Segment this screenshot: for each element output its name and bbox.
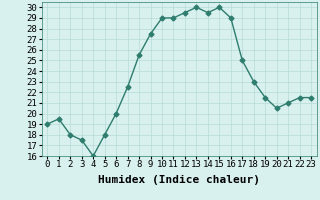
X-axis label: Humidex (Indice chaleur): Humidex (Indice chaleur) (98, 175, 260, 185)
